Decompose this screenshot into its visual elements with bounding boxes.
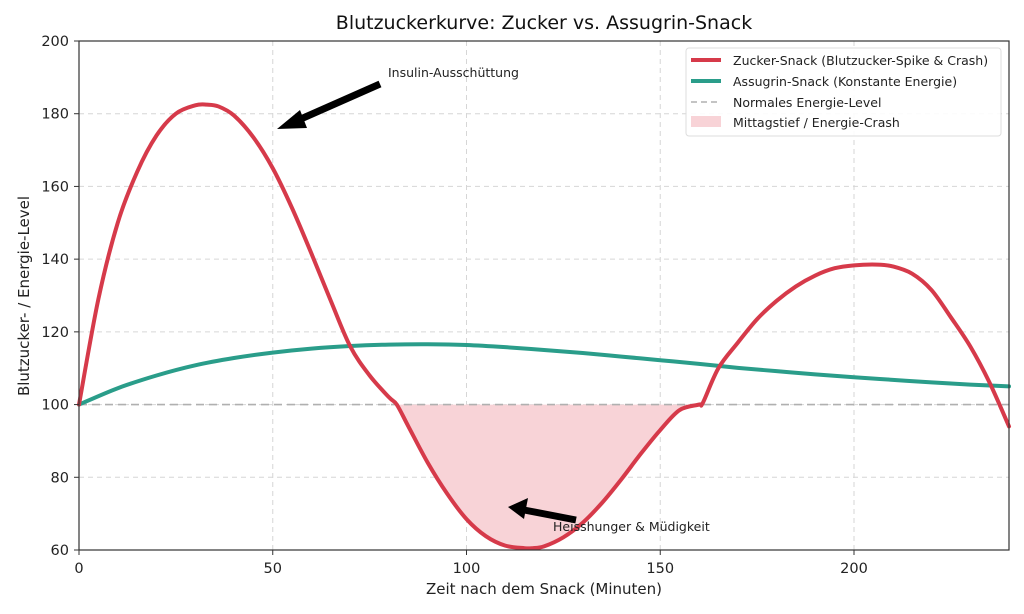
arrowhead-icon bbox=[277, 110, 307, 129]
assugrin-series-line bbox=[77, 342, 1011, 407]
legend: Zucker-Snack (Blutzucker-Spike & Crash) … bbox=[685, 47, 1002, 137]
x-tick-label: 100 bbox=[453, 561, 481, 577]
x-tick-label: 150 bbox=[646, 561, 674, 577]
arrow-icon bbox=[292, 80, 382, 126]
y-tick-label: 60 bbox=[51, 543, 69, 559]
crash-fill-area bbox=[396, 404, 703, 549]
chart-title: Blutzuckerkurve: Zucker vs. Assugrin-Sna… bbox=[336, 12, 752, 34]
annotation-cravings: Heisshunger & Müdigkeit bbox=[508, 498, 710, 534]
x-tick-label: 0 bbox=[74, 561, 83, 577]
legend-label-normal: Normales Energie-Level bbox=[733, 95, 881, 110]
annotation-cravings-text: Heisshunger & Müdigkeit bbox=[553, 519, 710, 534]
sugar-series-line bbox=[77, 102, 1011, 551]
x-tick-label: 200 bbox=[840, 561, 868, 577]
y-tick-label: 200 bbox=[41, 34, 69, 50]
plot-frame bbox=[78, 40, 1010, 551]
y-tick-label: 180 bbox=[41, 107, 69, 123]
annotation-insulin-text: Insulin-Ausschüttung bbox=[388, 65, 519, 80]
y-tick-label: 160 bbox=[41, 179, 69, 195]
y-tick-label: 100 bbox=[41, 398, 69, 414]
y-tick-label: 80 bbox=[51, 470, 69, 486]
y-axis-label: Blutzucker- / Energie-Level bbox=[15, 196, 33, 396]
y-tick-label: 120 bbox=[41, 325, 69, 341]
annotation-insulin: Insulin-Ausschüttung bbox=[277, 65, 519, 129]
arrowhead-icon bbox=[508, 498, 528, 519]
y-tick-label: 140 bbox=[41, 252, 69, 268]
axis-ticks: 0 50 100 150 200 60 80 100 120 140 160 180 200 bbox=[41, 34, 868, 577]
legend-label-sugar: Zucker-Snack (Blutzucker-Spike & Crash) bbox=[733, 53, 988, 68]
x-tick-label: 50 bbox=[264, 561, 282, 577]
x-axis-label: Zeit nach dem Snack (Minuten) bbox=[426, 580, 662, 598]
legend-label-assugrin: Assugrin-Snack (Konstante Energie) bbox=[733, 74, 957, 89]
legend-label-crash: Mittagstief / Energie-Crash bbox=[733, 115, 900, 130]
arrow-icon bbox=[523, 506, 577, 524]
legend-swatch-crash bbox=[691, 116, 721, 127]
